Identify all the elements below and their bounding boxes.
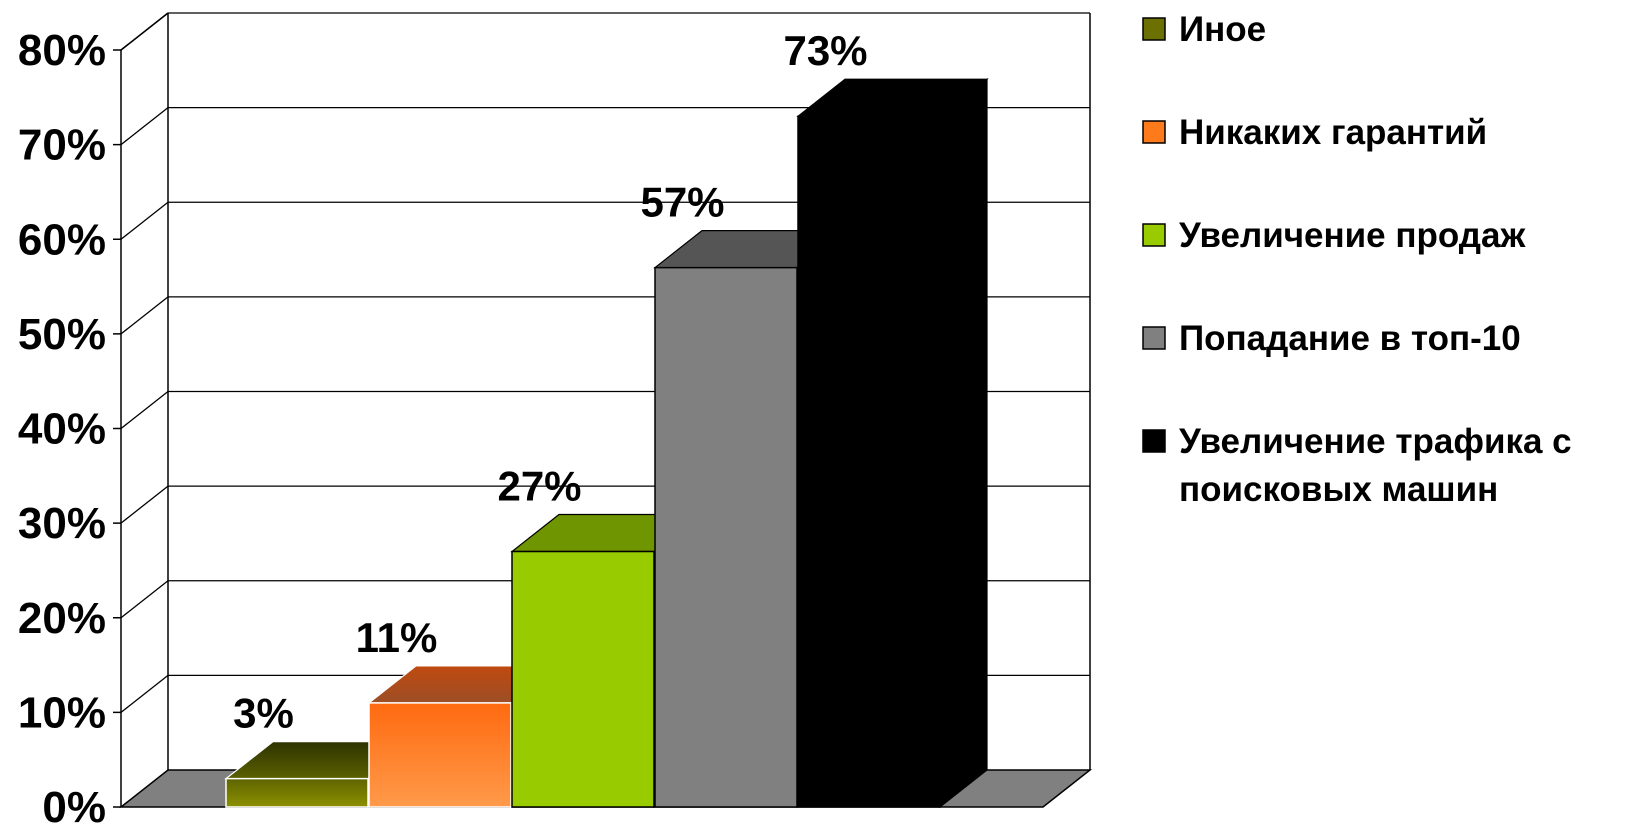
y-tick-label: 0% xyxy=(42,783,106,829)
legend-swatch xyxy=(1142,429,1166,453)
legend-swatch xyxy=(1142,120,1166,144)
legend-swatch xyxy=(1142,223,1166,247)
bar xyxy=(796,78,989,809)
legend-label: Иное xyxy=(1179,10,1266,49)
gridline-side xyxy=(120,580,169,619)
gridline-side xyxy=(120,485,169,524)
y-tick-label: 40% xyxy=(18,405,106,454)
gridline-side xyxy=(120,201,169,240)
gridline-side xyxy=(120,296,169,335)
y-tick-label: 30% xyxy=(18,499,106,548)
legend-label: Увеличение продаж xyxy=(1179,216,1526,255)
bar-side-face xyxy=(939,78,988,809)
bar-front-face xyxy=(797,115,941,808)
gridline-side xyxy=(120,674,169,713)
data-labels: 3% 11% 27% 57% 73% xyxy=(233,27,867,736)
y-axis-ticks: 0% 10% 20% 30% 40% 50% 60% 70% 80% xyxy=(18,26,121,829)
legend: Иное Никаких гарантий Увеличение продаж Поп… xyxy=(1142,10,1572,509)
bar-front-face xyxy=(368,702,512,808)
legend-label: поисковых машин xyxy=(1179,470,1498,509)
bar-front-face xyxy=(511,550,655,808)
data-label: 73% xyxy=(783,27,867,74)
bars xyxy=(224,78,989,809)
y-tick-label: 70% xyxy=(18,121,106,170)
data-label: 27% xyxy=(497,463,581,510)
legend-item: Попадание в топ-10 xyxy=(1142,319,1521,358)
legend-swatch xyxy=(1142,17,1166,41)
bar-front-face xyxy=(654,266,798,808)
gridline-side xyxy=(120,107,169,146)
data-label: 57% xyxy=(640,179,724,226)
legend-label: Увеличение трафика с xyxy=(1179,422,1572,461)
gridline-side xyxy=(120,12,169,51)
data-label: 3% xyxy=(233,690,294,737)
legend-swatch xyxy=(1142,326,1166,350)
y-tick-label: 50% xyxy=(18,310,106,359)
legend-item: Увеличение трафика с поисковых машин xyxy=(1142,422,1572,509)
gridline-side xyxy=(120,390,169,430)
y-tick-label: 80% xyxy=(18,26,106,75)
y-tick-label: 10% xyxy=(18,688,106,737)
bar-front-face xyxy=(225,777,369,808)
data-label: 11% xyxy=(356,614,438,661)
legend-item: Никаких гарантий xyxy=(1142,113,1487,152)
y-tick-label: 60% xyxy=(18,215,106,264)
legend-label: Попадание в топ-10 xyxy=(1179,319,1521,358)
legend-item: Увеличение продаж xyxy=(1142,216,1526,255)
legend-label: Никаких гарантий xyxy=(1179,113,1487,152)
legend-item: Иное xyxy=(1142,10,1266,49)
y-tick-label: 20% xyxy=(18,594,106,643)
